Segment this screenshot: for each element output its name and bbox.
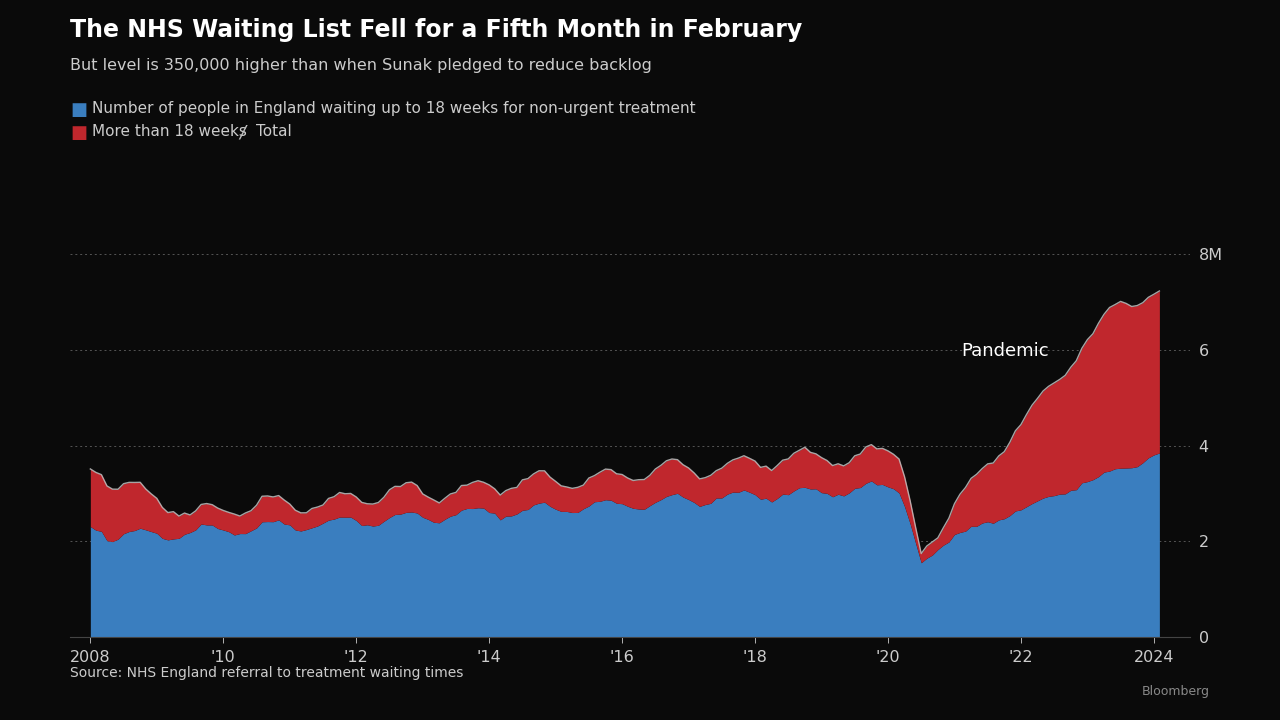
Text: ■: ■ (70, 124, 87, 142)
Text: But level is 350,000 higher than when Sunak pledged to reduce backlog: But level is 350,000 higher than when Su… (70, 58, 653, 73)
Text: ■: ■ (70, 101, 87, 119)
Text: Number of people in England waiting up to 18 weeks for non-urgent treatment: Number of people in England waiting up t… (92, 101, 696, 116)
Text: The NHS Waiting List Fell for a Fifth Month in February: The NHS Waiting List Fell for a Fifth Mo… (70, 18, 803, 42)
Text: Pandemic: Pandemic (961, 341, 1048, 359)
Text: /: / (239, 124, 246, 142)
Text: More than 18 weeks: More than 18 weeks (92, 124, 247, 139)
Text: Source: NHS England referral to treatment waiting times: Source: NHS England referral to treatmen… (70, 667, 463, 680)
Text: Total: Total (256, 124, 292, 139)
Text: Bloomberg: Bloomberg (1142, 685, 1210, 698)
